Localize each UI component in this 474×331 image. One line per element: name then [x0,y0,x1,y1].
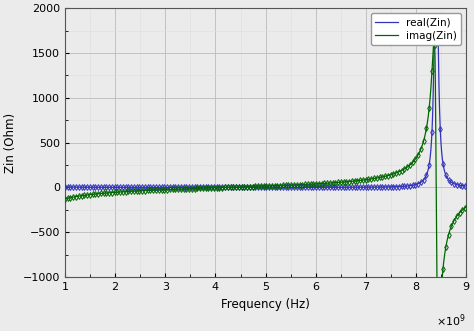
imag(Zin) [360,178,365,182]
real(Zin) [62,185,68,189]
real(Zin) [208,185,213,189]
real(Zin) [431,37,437,41]
imag(Zin) [431,37,437,41]
imag(Zin) [381,174,387,178]
imag(Zin) [464,205,469,209]
imag(Zin) [62,197,68,201]
real(Zin) [223,185,228,189]
imag(Zin) [300,183,305,187]
imag(Zin) [82,193,88,197]
imag(Zin) [434,280,440,284]
real(Zin) [300,185,305,189]
Y-axis label: Zin (Ohm): Zin (Ohm) [4,113,17,173]
real(Zin) [381,185,387,189]
Line: imag(Zin): imag(Zin) [65,39,466,282]
real(Zin) [360,185,365,189]
X-axis label: Frequency (Hz): Frequency (Hz) [221,298,310,310]
imag(Zin) [208,186,213,190]
real(Zin) [82,185,88,189]
Text: $\times 10^9$: $\times 10^9$ [436,312,466,329]
Legend: real(Zin), imag(Zin): real(Zin), imag(Zin) [371,13,461,45]
imag(Zin) [317,182,323,186]
Line: real(Zin): real(Zin) [65,39,466,187]
real(Zin) [464,184,469,188]
real(Zin) [317,185,323,189]
